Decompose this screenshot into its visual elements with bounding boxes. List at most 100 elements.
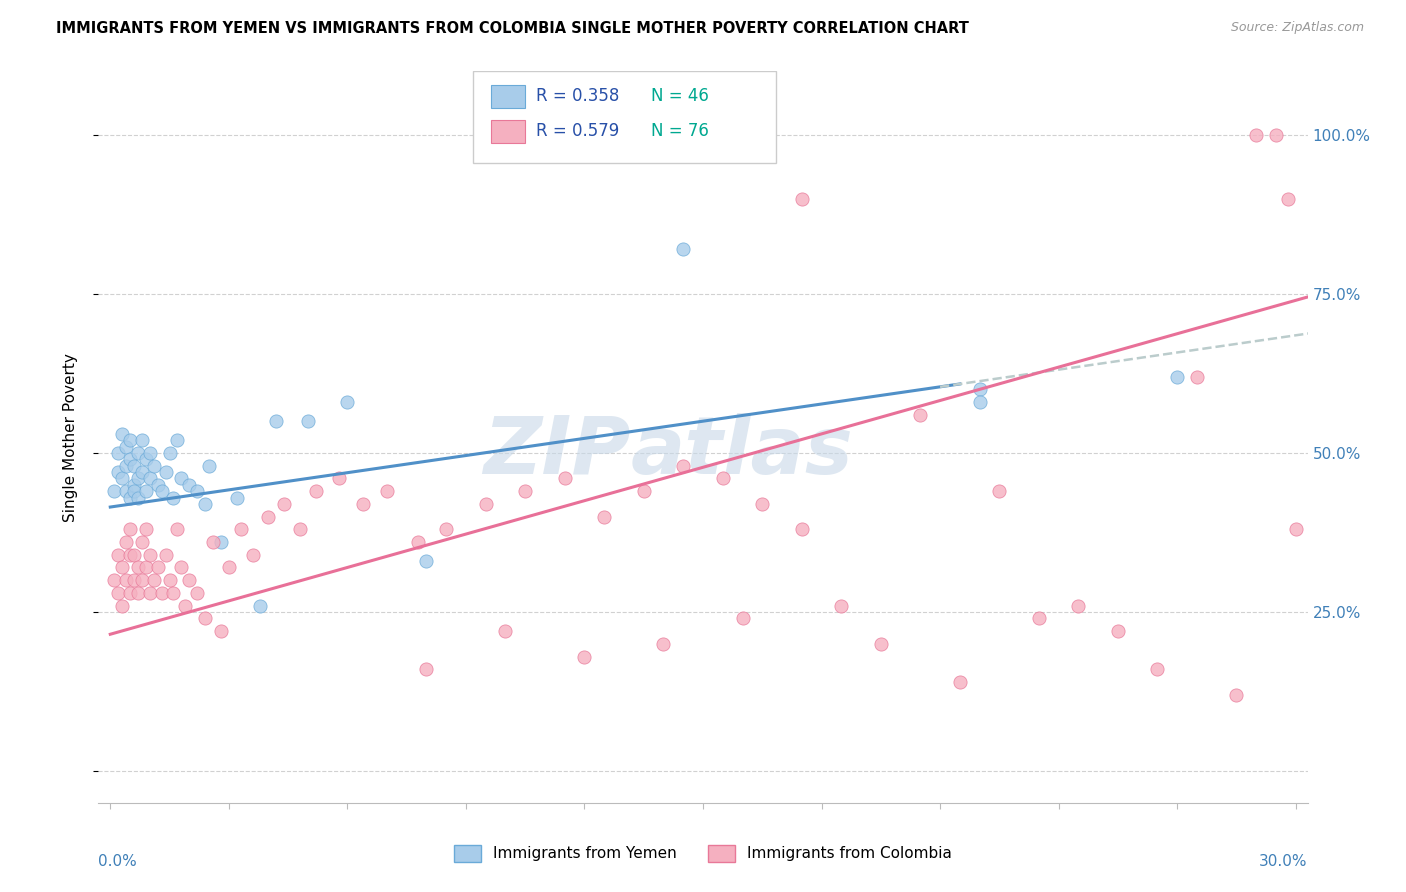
Point <box>242 548 264 562</box>
Point <box>131 465 153 479</box>
Point <box>574 649 596 664</box>
Point <box>111 426 134 441</box>
Text: ZIP: ZIP <box>484 413 630 491</box>
Point <box>118 586 141 600</box>
Point <box>375 484 398 499</box>
Point <box>415 662 437 676</box>
Point <box>122 484 145 499</box>
Point <box>127 446 149 460</box>
Point <box>139 548 162 562</box>
Point <box>672 458 695 473</box>
Point <box>209 624 232 638</box>
Point <box>731 611 754 625</box>
Point <box>162 491 184 505</box>
FancyBboxPatch shape <box>492 85 526 108</box>
Point <box>107 548 129 562</box>
Text: Source: ZipAtlas.com: Source: ZipAtlas.com <box>1230 21 1364 34</box>
Point <box>202 535 225 549</box>
Text: 0.0%: 0.0% <box>98 854 138 869</box>
Point <box>127 586 149 600</box>
Legend: Immigrants from Yemen, Immigrants from Colombia: Immigrants from Yemen, Immigrants from C… <box>447 838 959 868</box>
Point <box>159 446 181 460</box>
Point <box>264 414 287 428</box>
Point <box>135 522 157 536</box>
Point <box>118 522 141 536</box>
Point <box>131 434 153 448</box>
Point <box>122 458 145 473</box>
Text: N = 46: N = 46 <box>651 87 709 105</box>
Point <box>218 560 240 574</box>
Point <box>474 497 496 511</box>
Text: R = 0.358: R = 0.358 <box>536 87 620 105</box>
Point <box>328 471 350 485</box>
Point <box>1185 369 1208 384</box>
Point <box>711 471 734 485</box>
Point <box>135 484 157 499</box>
Point <box>194 611 217 625</box>
Point <box>672 243 695 257</box>
Point <box>139 446 162 460</box>
Point <box>115 440 138 454</box>
Point <box>1107 624 1129 638</box>
Point <box>288 522 311 536</box>
Point <box>297 414 319 428</box>
Point <box>1285 522 1308 536</box>
Point <box>115 535 138 549</box>
Point <box>122 548 145 562</box>
Point <box>122 477 145 491</box>
Point <box>131 535 153 549</box>
Point <box>111 599 134 613</box>
Point <box>115 458 138 473</box>
Point <box>127 560 149 574</box>
Point <box>122 573 145 587</box>
Point <box>515 484 537 499</box>
Point <box>415 554 437 568</box>
Point <box>652 637 675 651</box>
Point <box>249 599 271 613</box>
Point <box>969 383 991 397</box>
Point <box>111 471 134 485</box>
Point <box>127 491 149 505</box>
FancyBboxPatch shape <box>492 120 526 143</box>
Point <box>118 452 141 467</box>
Point <box>633 484 655 499</box>
Point <box>166 434 188 448</box>
Point <box>1225 688 1247 702</box>
Point <box>118 491 141 505</box>
Point <box>142 458 165 473</box>
Point <box>170 560 193 574</box>
Point <box>949 675 972 690</box>
Point <box>115 484 138 499</box>
Point <box>150 586 173 600</box>
Point <box>111 560 134 574</box>
Point <box>790 522 813 536</box>
Point <box>869 637 891 651</box>
Point <box>1277 192 1299 206</box>
Point <box>229 522 252 536</box>
Point <box>159 573 181 587</box>
Point <box>408 535 430 549</box>
Point <box>107 586 129 600</box>
Point <box>751 497 773 511</box>
Point <box>186 484 208 499</box>
Point <box>1146 662 1168 676</box>
Point <box>162 586 184 600</box>
Point <box>336 395 359 409</box>
Point <box>988 484 1011 499</box>
Point <box>174 599 197 613</box>
Point <box>179 477 201 491</box>
Point <box>593 509 616 524</box>
Point <box>830 599 852 613</box>
Point <box>273 497 295 511</box>
Point <box>910 408 932 422</box>
Point <box>554 471 576 485</box>
Point <box>209 535 232 549</box>
Point <box>103 573 125 587</box>
Point <box>103 484 125 499</box>
Point <box>135 452 157 467</box>
Point <box>107 465 129 479</box>
Point <box>186 586 208 600</box>
Text: 30.0%: 30.0% <box>1260 854 1308 869</box>
Point <box>969 395 991 409</box>
Point <box>139 471 162 485</box>
